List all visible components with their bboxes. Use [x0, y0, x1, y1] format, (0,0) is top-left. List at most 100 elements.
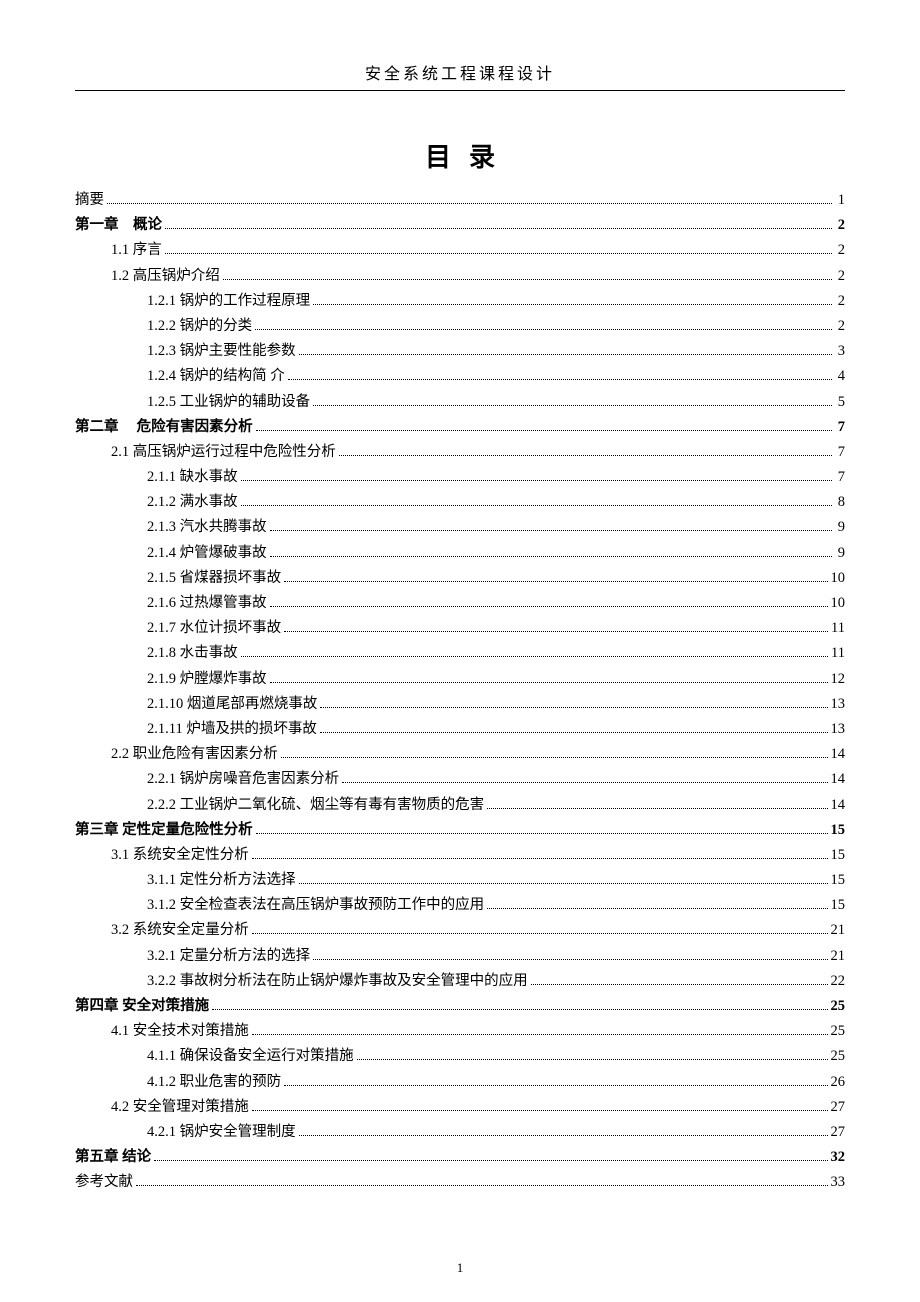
toc-entry: 4.1.2 职业危害的预防26: [75, 1070, 845, 1095]
toc-entry: 2.1.3 汽水共腾事故 9: [75, 515, 845, 540]
toc-dot-leader: [313, 405, 832, 406]
toc-entry: 2.2.2 工业锅炉二氧化硫、烟尘等有毒有害物质的危害14: [75, 793, 845, 818]
toc-dot-leader: [154, 1160, 827, 1161]
toc-entry-label: 2.2.1 锅炉房噪音危害因素分析: [147, 768, 339, 791]
toc-dot-leader: [165, 253, 832, 254]
document-page: 安全系统工程课程设计 目录 摘要1第一章 概论21.1 序言21.2 高压锅炉介…: [0, 0, 920, 1302]
toc-entry-label: 2.2.2 工业锅炉二氧化硫、烟尘等有毒有害物质的危害: [147, 794, 484, 817]
toc-entry: 第三章 定性定量危险性分析15: [75, 818, 845, 843]
toc-entry-label: 2.1.5 省煤器损坏事故: [147, 567, 281, 590]
toc-entry: 2.1.6 过热爆管事故10: [75, 591, 845, 616]
toc-entry-label: 2.1.3 汽水共腾事故: [147, 516, 267, 539]
toc-entry-page: 21: [831, 919, 846, 942]
toc-entry: 3.2 系统安全定量分析 21: [75, 918, 845, 943]
toc-dot-leader: [357, 1059, 828, 1060]
toc-entry: 2.1.4 炉管爆破事故 9: [75, 541, 845, 566]
toc-entry: 3.1.2 安全检查表法在高压锅炉事故预防工作中的应用15: [75, 893, 845, 918]
toc-entry: 参考文献33: [75, 1170, 845, 1195]
toc-entry-page: 14: [831, 743, 846, 766]
toc-entry-page: 1: [835, 189, 845, 212]
toc-entry: 3.2.2 事故树分析法在防止锅炉爆炸事故及安全管理中的应用22: [75, 969, 845, 994]
toc-entry-label: 第一章 概论: [75, 214, 162, 237]
toc-entry-page: 11: [831, 642, 845, 665]
toc-entry-page: 7: [835, 441, 845, 464]
toc-entry-label: 1.1 序言: [111, 239, 162, 262]
toc-dot-leader: [487, 808, 827, 809]
toc-entry-label: 2.1.11 炉墙及拱的损坏事故: [147, 718, 317, 741]
toc-entry-page: 25: [831, 1045, 846, 1068]
toc-dot-leader: [320, 732, 828, 733]
toc-entry: 1.2.2 锅炉的分类2: [75, 314, 845, 339]
toc-entry-label: 1.2.1 锅炉的工作过程原理: [147, 290, 310, 313]
toc-entry-label: 3.1 系统安全定性分析: [111, 844, 249, 867]
toc-dot-leader: [299, 1135, 828, 1136]
toc-entry: 4.2 安全管理对策措施27: [75, 1095, 845, 1120]
toc-entry: 2.1.10 烟道尾部再燃烧事故13: [75, 692, 845, 717]
toc-entry-page: 14: [831, 768, 846, 791]
toc-entry: 4.2.1 锅炉安全管理制度 27: [75, 1120, 845, 1145]
toc-entry-page: 11: [831, 617, 845, 640]
toc-dot-leader: [270, 556, 832, 557]
toc-entry-page: 2: [835, 239, 845, 262]
toc-entry-label: 1.2 高压锅炉介绍: [111, 265, 220, 288]
toc-entry-label: 2.1.9 炉膛爆炸事故: [147, 668, 267, 691]
toc-dot-leader: [165, 228, 832, 229]
toc-entry: 2.1.9 炉膛爆炸事故 12: [75, 667, 845, 692]
toc-entry: 1.2 高压锅炉介绍2: [75, 264, 845, 289]
toc-entry-page: 8: [835, 491, 845, 514]
toc-dot-leader: [252, 1110, 828, 1111]
toc-entry: 3.2.1 定量分析方法的选择21: [75, 944, 845, 969]
toc-entry: 3.1 系统安全定性分析 15: [75, 843, 845, 868]
toc-entry: 4.1 安全技术对策措施25: [75, 1019, 845, 1044]
toc-entry-page: 15: [831, 844, 846, 867]
toc-entry-label: 4.2.1 锅炉安全管理制度: [147, 1121, 296, 1144]
toc-entry-page: 27: [831, 1121, 846, 1144]
toc-entry-label: 摘要: [75, 189, 104, 212]
toc-entry-label: 2.1.1 缺水事故: [147, 466, 238, 489]
toc-dot-leader: [223, 279, 832, 280]
toc-dot-leader: [531, 984, 828, 985]
toc-entry: 第五章 结论32: [75, 1145, 845, 1170]
toc-entry: 2.2.1 锅炉房噪音危害因素分析 14: [75, 767, 845, 792]
toc-entry-label: 4.1.2 职业危害的预防: [147, 1071, 281, 1094]
toc-entry-page: 9: [835, 516, 845, 539]
toc-entry-page: 12: [831, 668, 846, 691]
toc-entry-label: 2.1.7 水位计损坏事故: [147, 617, 281, 640]
toc-entry-label: 参考文献: [75, 1171, 133, 1194]
toc-entry-page: 5: [835, 391, 845, 414]
toc-dot-leader: [284, 1085, 827, 1086]
toc-entry-page: 15: [831, 869, 846, 892]
toc-dot-leader: [320, 707, 827, 708]
toc-entry: 2.1.7 水位计损坏事故 11: [75, 616, 845, 641]
toc-entry-label: 3.2 系统安全定量分析: [111, 919, 249, 942]
toc-dot-leader: [299, 883, 828, 884]
page-header-title: 安全系统工程课程设计: [75, 60, 845, 84]
toc-entry-label: 第四章 安全对策措施: [75, 995, 209, 1018]
toc-entry: 2.1.5 省煤器损坏事故10: [75, 566, 845, 591]
toc-dot-leader: [270, 606, 828, 607]
toc-entry-label: 2.1.8 水击事故: [147, 642, 238, 665]
toc-entry-label: 4.2 安全管理对策措施: [111, 1096, 249, 1119]
toc-list: 摘要1第一章 概论21.1 序言21.2 高压锅炉介绍21.2.1 锅炉的工作过…: [75, 188, 845, 1196]
toc-entry-page: 25: [831, 995, 846, 1018]
toc-entry-label: 4.1.1 确保设备安全运行对策措施: [147, 1045, 354, 1068]
toc-entry: 1.2.5 工业锅炉的辅助设备5: [75, 390, 845, 415]
toc-entry: 第一章 概论2: [75, 213, 845, 238]
toc-entry-page: 2: [835, 315, 845, 338]
toc-dot-leader: [299, 354, 832, 355]
toc-dot-leader: [313, 304, 832, 305]
toc-entry: 2.1.1 缺水事故 7: [75, 465, 845, 490]
toc-dot-leader: [252, 933, 828, 934]
toc-entry-label: 第五章 结论: [75, 1146, 151, 1169]
toc-entry-page: 7: [835, 466, 845, 489]
toc-dot-leader: [136, 1185, 828, 1186]
toc-entry-label: 1.2.3 锅炉主要性能参数: [147, 340, 296, 363]
toc-entry-page: 7: [835, 416, 845, 439]
toc-entry: 4.1.1 确保设备安全运行对策措施 25: [75, 1044, 845, 1069]
toc-entry: 2.2 职业危险有害因素分析14: [75, 742, 845, 767]
toc-entry-page: 9: [835, 542, 845, 565]
toc-dot-leader: [252, 858, 828, 859]
toc-entry-label: 2.1.4 炉管爆破事故: [147, 542, 267, 565]
toc-dot-leader: [313, 959, 827, 960]
toc-entry-label: 2.1.6 过热爆管事故: [147, 592, 267, 615]
